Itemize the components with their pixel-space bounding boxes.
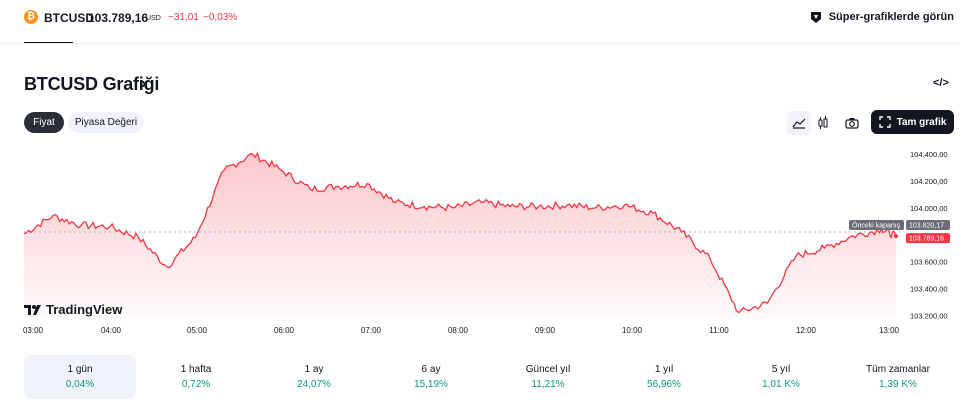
y-tick-label: 103.400,00 [910, 284, 948, 293]
price-chart[interactable]: 104.400,00 104.200,00 104.000,00 103.600,00… [0, 146, 960, 338]
period-label: 1 yıl [654, 364, 674, 375]
period-value: 0,04% [65, 379, 95, 390]
x-tick-label: 12:00 [795, 326, 817, 335]
y-tick-label: 104.000,00 [910, 204, 948, 213]
x-tick-label: 03:00 [22, 326, 44, 335]
candlestick-button[interactable] [811, 111, 835, 135]
tab-market-cap[interactable]: Piyasa Değeri [68, 112, 144, 133]
previous-close-label: Önceki kapanış [852, 221, 901, 229]
embed-code-button[interactable]: </> [933, 77, 949, 89]
area-chart-button[interactable] [787, 111, 811, 135]
period-1-year[interactable]: 1 yıl 56,96% [608, 355, 720, 399]
chevron-right-icon[interactable]: › [141, 75, 147, 92]
divider [0, 43, 960, 44]
period-1-month[interactable]: 1 ay 24,07% [258, 355, 370, 399]
period-all-time[interactable]: Tüm zamanlar 1,39 K% [842, 355, 954, 399]
period-5-years[interactable]: 5 yıl 1,01 K% [725, 355, 837, 399]
period-6-months[interactable]: 6 ay 15,19% [375, 355, 487, 399]
area-chart-icon [792, 118, 806, 129]
x-tick-label: 11:00 [709, 326, 729, 335]
period-selector: 1 gün 0,04% 1 hafta 0,72% 1 ay 24,07% 6 … [24, 355, 948, 399]
full-chart-button[interactable]: Tam grafik [871, 110, 954, 134]
supercharts-link-label: Süper-grafiklerde görün [828, 11, 954, 23]
period-1-day[interactable]: 1 gün 0,04% [24, 355, 136, 399]
last-price-value: 103.789,16 [909, 236, 944, 243]
period-label: Güncel yıl [525, 364, 571, 375]
ticker-change: −31,01 [168, 12, 199, 23]
ticker-bar: ₿ BTCUSD 103.789,16 USD −31,01 −0,03% Sü… [0, 0, 960, 36]
fullscreen-icon [878, 116, 891, 128]
ticker-change-pct: −0,03% [203, 12, 238, 23]
period-value: 11,21% [531, 379, 565, 390]
period-label: 5 yıl [771, 364, 791, 375]
price-area [24, 153, 896, 318]
x-tick-label: 06:00 [273, 326, 295, 335]
period-value: 56,96% [647, 379, 681, 390]
y-tick-label: 103.200,00 [910, 311, 948, 320]
period-label: 1 hafta [180, 364, 212, 375]
x-tick-label: 09:00 [534, 326, 556, 335]
price-line [23, 151, 897, 314]
y-tick-label: 104.400,00 [910, 150, 948, 159]
tab-price[interactable]: Fiyat [24, 112, 64, 133]
x-tick-label: 05:00 [186, 326, 208, 335]
period-value: 0,72% [181, 379, 211, 390]
tradingview-logo: TradingView [24, 302, 122, 317]
tradingview-wordmark: TradingView [46, 302, 123, 317]
period-1-week[interactable]: 1 hafta 0,72% [140, 355, 252, 399]
candlestick-icon [818, 116, 828, 129]
ticker-symbol: BTCUSD [44, 11, 94, 25]
previous-close-marker: Önceki kapanış 103.820,17 [849, 219, 950, 230]
camera-icon [845, 118, 859, 129]
screenshot-button[interactable] [840, 111, 864, 135]
period-value: 1,01 K% [762, 379, 800, 390]
period-value: 1,39 K% [879, 379, 917, 390]
last-price-dot [894, 234, 898, 239]
period-label: Tüm zamanlar [866, 364, 930, 375]
period-value: 24,07% [297, 379, 331, 390]
y-tick-label: 103.600,00 [910, 258, 948, 267]
x-tick-label: 08:00 [447, 326, 469, 335]
tradingview-icon [24, 304, 41, 315]
previous-close-value: 103.820,17 [909, 222, 944, 229]
bitcoin-icon: ₿ [24, 10, 38, 24]
page-title[interactable]: BTCUSD Grafiği [24, 74, 160, 94]
period-value: 15,19% [414, 379, 448, 390]
x-tick-label: 07:00 [360, 326, 382, 335]
period-ytd[interactable]: Güncel yıl 11,21% [492, 355, 604, 399]
period-label: 6 ay [421, 364, 441, 375]
last-price-marker: 103.789,16 [906, 233, 950, 244]
ticker-unit: USD [146, 15, 161, 22]
supercharts-link[interactable]: Süper-grafiklerde görün [809, 10, 954, 24]
ticker-price: 103.789,16 [88, 11, 149, 25]
y-tick-label: 104.200,00 [910, 177, 948, 186]
supercharts-icon [810, 12, 821, 23]
period-label: 1 ay [304, 364, 324, 375]
x-tick-label: 13:00 [878, 326, 900, 335]
x-tick-label: 10:00 [621, 326, 643, 335]
full-chart-button-label: Tam grafik [896, 116, 947, 128]
x-tick-label: 04:00 [100, 326, 122, 335]
period-label: 1 gün [67, 364, 93, 375]
